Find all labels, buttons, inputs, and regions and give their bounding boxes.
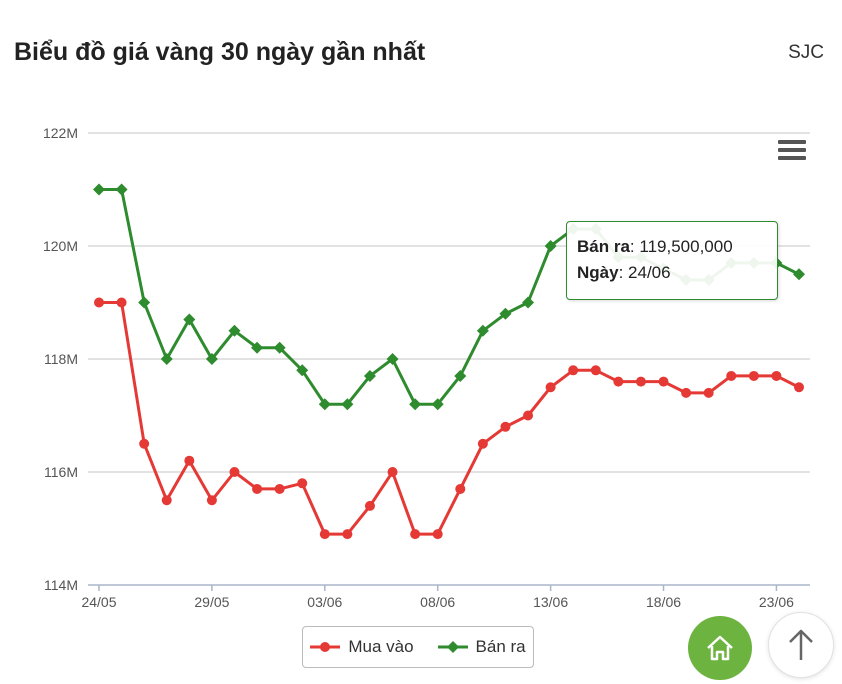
data-point[interactable] [387, 467, 398, 477]
data-point[interactable] [184, 455, 195, 466]
data-point[interactable] [342, 529, 353, 540]
data-point[interactable] [726, 370, 737, 381]
legend-marker-sell [437, 641, 468, 653]
tooltip-series-label: Bán ra [577, 237, 630, 256]
arrow-up-icon [789, 629, 813, 660]
data-point[interactable] [613, 376, 624, 387]
data-point[interactable] [229, 467, 240, 477]
legend-item-sell[interactable]: Bán ra [437, 637, 526, 657]
data-point[interactable] [115, 183, 128, 196]
y-tick-label: 122M [43, 125, 78, 141]
data-point[interactable] [409, 398, 422, 411]
data-point[interactable] [454, 369, 467, 382]
data-point[interactable] [523, 410, 534, 421]
y-tick-label: 114M [44, 577, 78, 593]
tooltip-date-value: 24/06 [628, 263, 671, 282]
legend-item-buy[interactable]: Mua vào [310, 637, 414, 657]
data-point[interactable] [771, 370, 782, 381]
data-point[interactable] [274, 483, 285, 494]
data-point[interactable] [476, 324, 489, 337]
data-point[interactable] [116, 297, 127, 308]
y-tick-label: 116M [44, 464, 78, 480]
data-point[interactable] [432, 529, 443, 540]
data-point[interactable] [341, 398, 354, 411]
data-point[interactable] [363, 369, 376, 382]
home-icon [707, 635, 733, 661]
x-tick-label: 13/06 [533, 594, 568, 610]
data-point[interactable] [252, 483, 263, 494]
data-point[interactable] [386, 353, 399, 365]
data-point[interactable] [93, 183, 105, 196]
data-point[interactable] [364, 500, 375, 511]
chart-legend: Mua vào Bán ra [302, 626, 534, 668]
x-tick-label: 03/06 [307, 594, 342, 610]
y-axis-ticks: 114M 116M 118M 120M 122M [43, 125, 78, 593]
data-point[interactable] [296, 364, 309, 377]
x-axis: 24/05 29/05 03/06 08/06 13/06 18/06 23/06 [81, 584, 810, 610]
data-point[interactable] [410, 529, 421, 540]
x-tick-label: 23/06 [759, 594, 794, 610]
data-point[interactable] [658, 376, 669, 387]
legend-marker-buy [310, 642, 341, 652]
x-tick-label: 18/06 [646, 594, 681, 610]
data-point[interactable] [161, 495, 172, 506]
grid-lines [88, 132, 810, 473]
legend-label-sell: Bán ra [475, 637, 526, 656]
y-tick-label: 118M [44, 351, 78, 367]
x-tick-label: 24/05 [81, 594, 116, 610]
data-point[interactable] [568, 365, 579, 376]
data-point[interactable] [522, 296, 535, 309]
data-point[interactable] [183, 313, 196, 326]
data-point[interactable] [499, 307, 512, 320]
data-point[interactable] [794, 382, 804, 393]
data-point[interactable] [319, 529, 330, 540]
y-tick-label: 120M [43, 238, 78, 254]
data-point[interactable] [431, 398, 444, 411]
legend-label-buy: Mua vào [348, 637, 414, 656]
data-point[interactable] [681, 387, 692, 398]
data-point[interactable] [545, 382, 556, 393]
hamburger-icon [778, 140, 806, 144]
data-point[interactable] [793, 268, 805, 281]
data-point[interactable] [635, 376, 646, 387]
home-button[interactable] [688, 616, 752, 680]
data-point[interactable] [251, 341, 264, 354]
series-buy [94, 297, 804, 540]
data-point[interactable] [228, 324, 241, 337]
x-tick-label: 08/06 [420, 594, 455, 610]
data-point[interactable] [748, 370, 759, 381]
tooltip-series-value: 119,500,000 [639, 237, 733, 256]
series-line [99, 301, 800, 536]
data-point[interactable] [477, 438, 488, 449]
data-point[interactable] [590, 365, 601, 376]
data-point[interactable] [500, 421, 511, 432]
data-point[interactable] [544, 240, 557, 252]
data-point[interactable] [206, 495, 217, 506]
data-point[interactable] [273, 341, 286, 354]
data-point[interactable] [139, 438, 150, 449]
page-title: Biểu đồ giá vàng 30 ngày gần nhất [14, 38, 426, 66]
chart-menu-button[interactable] [778, 140, 806, 164]
tooltip-date-label: Ngày [577, 263, 619, 282]
chart-tooltip: Bán ra: 119,500,000 Ngày: 24/06 [566, 221, 778, 300]
data-point[interactable] [703, 387, 714, 398]
brand-label: SJC [788, 42, 824, 63]
data-point[interactable] [318, 398, 331, 411]
scroll-top-button[interactable] [768, 612, 834, 678]
data-point[interactable] [455, 483, 466, 494]
data-point[interactable] [160, 353, 173, 365]
x-tick-label: 29/05 [194, 594, 229, 610]
data-point[interactable] [138, 296, 151, 309]
data-point[interactable] [297, 478, 308, 489]
data-point[interactable] [94, 297, 104, 308]
data-point[interactable] [205, 353, 218, 365]
